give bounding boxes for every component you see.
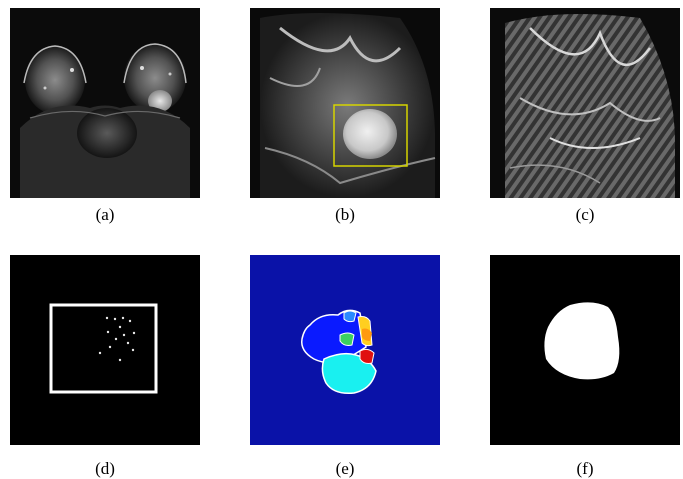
- caption-b: (b): [335, 205, 355, 224]
- caption-d: (d): [95, 459, 115, 478]
- panel-e-image: [250, 255, 440, 445]
- caption-e: (e): [335, 459, 355, 478]
- panel-c-image: [490, 8, 680, 198]
- panel-a-image: [10, 8, 200, 198]
- caption-c: (c): [575, 205, 595, 224]
- caption-a: (a): [95, 205, 115, 224]
- panel-d-image: [10, 255, 200, 445]
- panel-f-image: [490, 255, 680, 445]
- panel-b-image: [250, 8, 440, 198]
- caption-f: (f): [576, 459, 594, 478]
